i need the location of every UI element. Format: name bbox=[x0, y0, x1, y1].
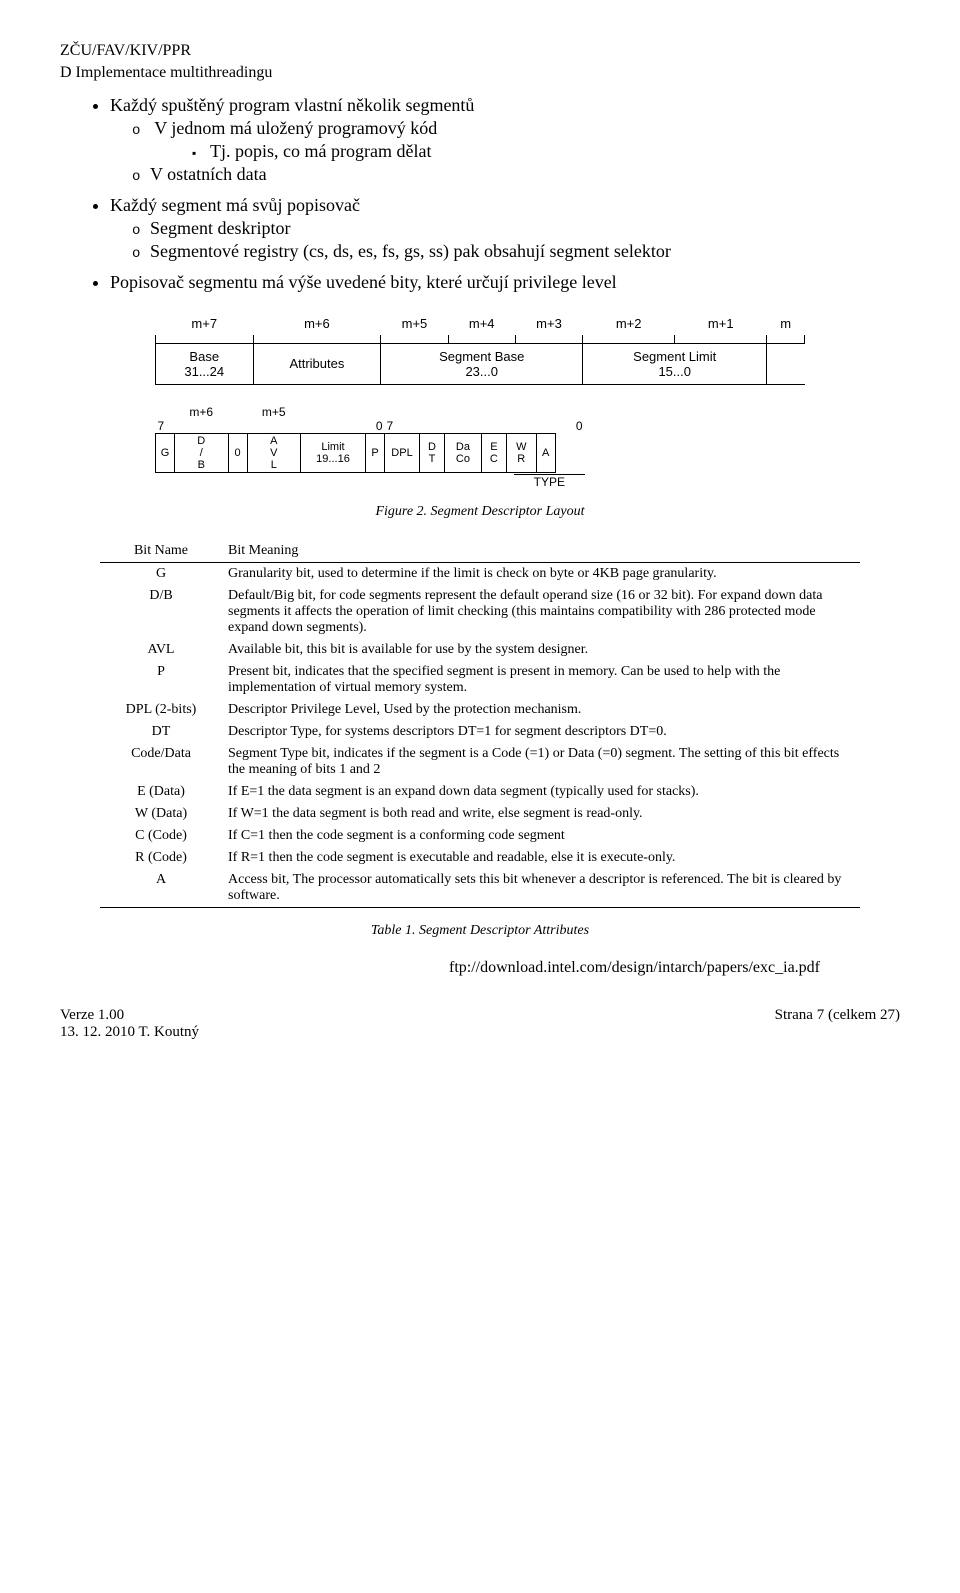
footer-version: Verze 1.00 bbox=[60, 1007, 199, 1024]
attribute-bit-cell: D T bbox=[420, 433, 445, 472]
bit-name-cell: DPL (2-bits) bbox=[100, 699, 222, 721]
bit-meaning-cell: Available bit, this bit is available for… bbox=[222, 639, 860, 661]
byte-offset-label: m bbox=[767, 313, 805, 335]
attribute-bit-cell: Limit 19...16 bbox=[301, 433, 366, 472]
bit-name-cell: E (Data) bbox=[100, 781, 222, 803]
figure-caption: Figure 2. Segment Descriptor Layout bbox=[155, 504, 805, 520]
attribute-bit-cell: DPL bbox=[385, 433, 420, 472]
attribute-bit-cell: G bbox=[156, 433, 175, 472]
byte-label-m5: m+5 bbox=[247, 405, 301, 419]
bit-meaning-cell: Present bit, indicates that the specifie… bbox=[222, 661, 860, 699]
page-header: ZČU/FAV/KIV/PPR D Implementace multithre… bbox=[60, 40, 900, 85]
byte-offset-label: m+1 bbox=[675, 313, 767, 335]
attribute-bit-cell: D / B bbox=[175, 433, 229, 472]
descriptor-field-cell: Attributes bbox=[253, 343, 381, 384]
table-caption: Table 1. Segment Descriptor Attributes bbox=[60, 923, 900, 939]
bit-name-cell: D/B bbox=[100, 585, 222, 639]
footer-page: Strana 7 (celkem 27) bbox=[775, 1007, 900, 1041]
attribute-bit-cell: P bbox=[366, 433, 385, 472]
bit-name-cell: Code/Data bbox=[100, 743, 222, 781]
bit-meaning-cell: Granularity bit, used to determine if th… bbox=[222, 562, 860, 585]
bit-name-cell: P bbox=[100, 661, 222, 699]
bit-name-cell: C (Code) bbox=[100, 825, 222, 847]
bit-meaning-table: Bit Name Bit Meaning GGranularity bit, u… bbox=[100, 540, 860, 908]
header-line2: D Implementace multithreadingu bbox=[60, 62, 900, 84]
bit-name-cell: W (Data) bbox=[100, 803, 222, 825]
attribute-bit-cell: W R bbox=[506, 433, 536, 472]
bullet-1-sub-1: V jednom má uložený programový kód Tj. p… bbox=[150, 118, 900, 162]
bullet-2-sub-1: Segment deskriptor bbox=[150, 218, 900, 239]
bit-name-cell: A bbox=[100, 869, 222, 908]
bullet-1: Každý spuštěný program vlastní několik s… bbox=[110, 95, 900, 185]
bullet-1-text: Každý spuštěný program vlastní několik s… bbox=[110, 95, 474, 115]
bullet-2-sub-2: Segmentové registry (cs, ds, es, fs, gs,… bbox=[150, 241, 900, 262]
descriptor-field-cell: Segment Limit 15...0 bbox=[583, 343, 767, 384]
byte-offset-label: m+4 bbox=[448, 313, 515, 335]
bit-name-cell: R (Code) bbox=[100, 847, 222, 869]
bit-meaning-cell: If R=1 then the code segment is executab… bbox=[222, 847, 860, 869]
bullet-1-sub-2: V ostatních data bbox=[150, 164, 900, 185]
descriptor-field-cell: Base 31...24 bbox=[156, 343, 254, 384]
bit-meaning-cell: Access bit, The processor automatically … bbox=[222, 869, 860, 908]
table-head-meaning: Bit Meaning bbox=[222, 540, 860, 563]
bit-name-cell: DT bbox=[100, 721, 222, 743]
attribute-bit-cell: A V L bbox=[247, 433, 301, 472]
byte-label-m6: m+6 bbox=[175, 405, 229, 419]
type-bracket-label: TYPE bbox=[514, 474, 585, 489]
header-line1: ZČU/FAV/KIV/PPR bbox=[60, 40, 900, 62]
bit-meaning-cell: Default/Big bit, for code segments repre… bbox=[222, 585, 860, 639]
byte-offset-label: m+7 bbox=[156, 313, 254, 335]
bit-meaning-cell: If C=1 then the code segment is a confor… bbox=[222, 825, 860, 847]
attribute-bit-cell: 0 bbox=[228, 433, 247, 472]
bullet-2: Každý segment má svůj popisovač Segment … bbox=[110, 195, 900, 262]
page-footer: Verze 1.00 13. 12. 2010 T. Koutný Strana… bbox=[60, 1007, 900, 1041]
descriptor-field-cell: Segment Base 23...0 bbox=[381, 343, 583, 384]
attribute-bit-cell: Da Co bbox=[445, 433, 482, 472]
bullet-1-sub-1-text: V jednom má uložený programový kód bbox=[154, 118, 437, 138]
table-head-bitname: Bit Name bbox=[100, 540, 222, 563]
bit-meaning-cell: Descriptor Type, for systems descriptors… bbox=[222, 721, 860, 743]
bit-name-cell: AVL bbox=[100, 639, 222, 661]
content-list: Každý spuštěný program vlastní několik s… bbox=[60, 95, 900, 293]
footer-date: 13. 12. 2010 T. Koutný bbox=[60, 1024, 199, 1041]
bullet-2-text: Každý segment má svůj popisovač bbox=[110, 195, 360, 215]
bullet-1-sub-1-a: Tj. popis, co má program dělat bbox=[210, 141, 900, 162]
bit-meaning-cell: Descriptor Privilege Level, Used by the … bbox=[222, 699, 860, 721]
figure-descriptor-layout: m+7m+6m+5m+4m+3m+2m+1m Base 31...24Attri… bbox=[155, 313, 805, 520]
byte-offset-label: m+2 bbox=[583, 313, 675, 335]
byte-offset-label: m+5 bbox=[381, 313, 448, 335]
attribute-bit-cell: A bbox=[536, 433, 555, 472]
bullet-3: Popisovač segmentu má výše uvedené bity,… bbox=[110, 272, 900, 293]
attribute-bit-cell: E C bbox=[481, 433, 506, 472]
source-url: ftp://download.intel.com/design/intarch/… bbox=[60, 959, 820, 977]
bit-meaning-cell: If E=1 the data segment is an expand dow… bbox=[222, 781, 860, 803]
bit-meaning-cell: If W=1 the data segment is both read and… bbox=[222, 803, 860, 825]
bit-meaning-cell: Segment Type bit, indicates if the segme… bbox=[222, 743, 860, 781]
byte-offset-label: m+3 bbox=[515, 313, 582, 335]
byte-offset-label: m+6 bbox=[253, 313, 381, 335]
bit-name-cell: G bbox=[100, 562, 222, 585]
